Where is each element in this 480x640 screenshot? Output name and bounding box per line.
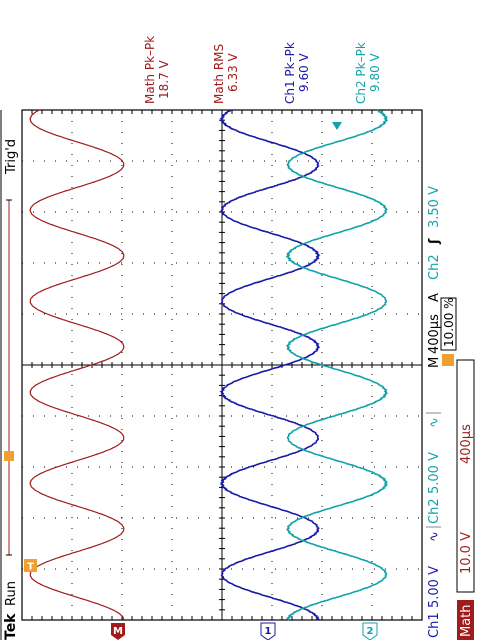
math-bar: Math 10.0 V 400µs (456, 359, 475, 640)
waveform-traces (29, 109, 389, 621)
timebase-value: 400µs (427, 314, 442, 354)
trigger-point-icon (24, 559, 37, 572)
ch2-label: Ch2 (427, 498, 442, 524)
ch1-scale: 5.00 V (427, 566, 442, 608)
math-timebase: 400µs (459, 424, 474, 464)
ch2-scale: 5.00 V (427, 452, 442, 494)
record-view-bar: T (4, 199, 37, 573)
math-reference-marker: M (111, 623, 125, 640)
status-bar: Ch1 5.00 V ∿ Ch2 5.00 V ∿ M 400µs A Ch2 … (426, 186, 442, 638)
trace-math (29, 109, 125, 621)
trigger-level: 3.50 V (427, 186, 442, 228)
math-rms-label: Math RMS (212, 44, 226, 104)
math-pkpk-value: 18.7 V (157, 59, 171, 99)
brand-logo: Tek (3, 613, 19, 640)
ch1-pkpk-label: Ch1 Pk–Pk (283, 42, 297, 104)
trigger-slope-icon: ʃ (427, 238, 442, 245)
math-pkpk-label: Math Pk–Pk (143, 36, 157, 104)
trigger-level-arrow-icon (332, 122, 342, 130)
trigger-status: Trig'd (4, 139, 19, 175)
ch2-pkpk-value: 9.80 V (368, 52, 382, 92)
trace-ch1 (219, 109, 321, 621)
ch2-reference-marker: 2 (362, 622, 378, 640)
trigger-position-icon (4, 451, 14, 461)
svg-text:M: M (113, 626, 123, 637)
ch1-reference-marker: 1 (260, 622, 276, 640)
trigger-position-icon-small (442, 354, 454, 366)
measurement-readouts: Math Pk–Pk 18.7 V Math RMS 6.33 V Ch1 Pk… (143, 36, 382, 104)
trigger-source: Ch2 (427, 254, 442, 280)
trace-ch2 (285, 109, 389, 621)
run-state: Run (4, 581, 19, 606)
math-label: Math (459, 604, 474, 637)
ch1-coupling-icon: ∿ (427, 531, 442, 542)
svg-text:2: 2 (367, 626, 374, 637)
timebase-mode: M (427, 357, 442, 368)
graticule-grid (21, 109, 423, 621)
trigger-position-readout: 10.00 % (440, 297, 457, 366)
math-rms-value: 6.33 V (226, 52, 240, 92)
header-strip: Tek Run Trig'd (3, 139, 19, 640)
ch2-pkpk-label: Ch2 Pk–Pk (354, 42, 368, 104)
trigger-position-value: 10.00 % (442, 297, 456, 347)
ch2-coupling-icon: ∿ (427, 417, 442, 428)
trigger-mode: A (427, 293, 442, 302)
math-scale: 10.0 V (459, 532, 474, 574)
ch1-pkpk-value: 9.60 V (297, 52, 311, 92)
svg-text:1: 1 (265, 626, 272, 637)
ch1-label: Ch1 (427, 612, 442, 638)
svg-text:T: T (27, 562, 34, 573)
